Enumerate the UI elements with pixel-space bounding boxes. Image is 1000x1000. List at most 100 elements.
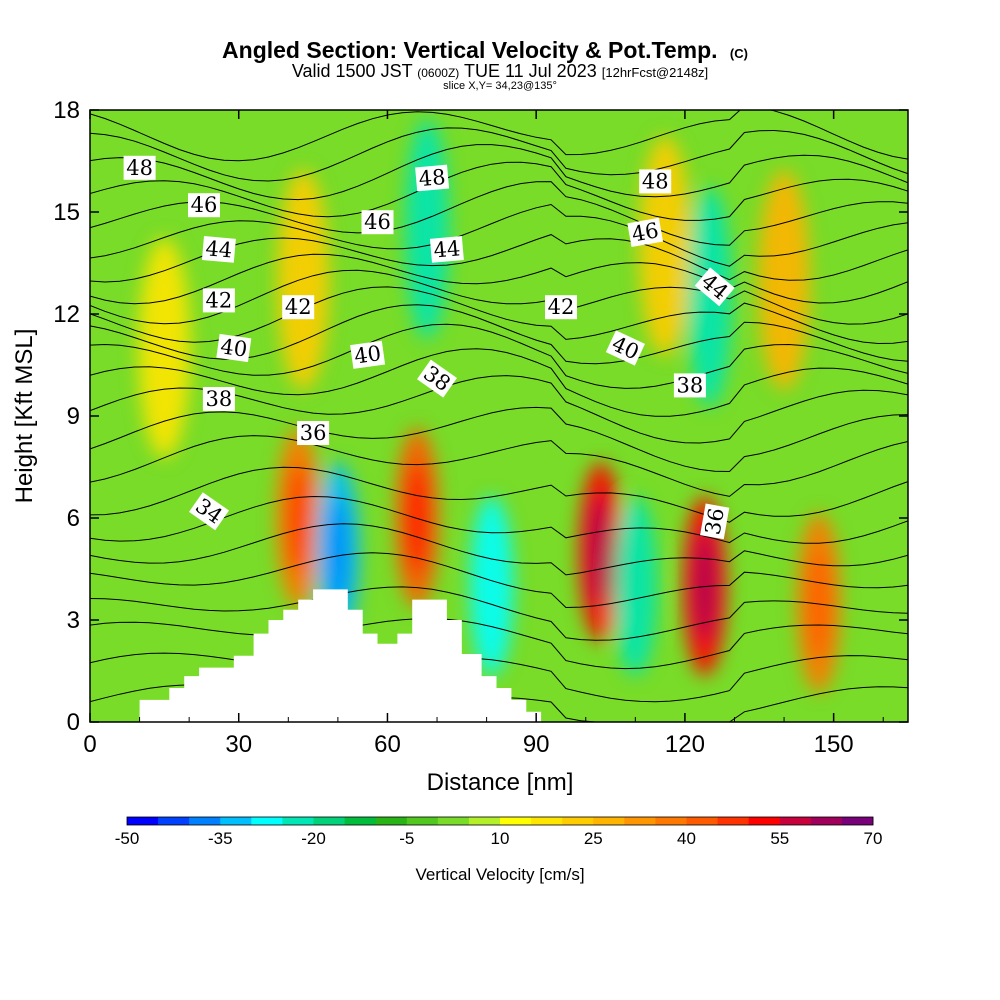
isentrope-label-bg [202,387,235,411]
colorbar-swatch [593,817,625,825]
isentrope-label-text: 36 [701,506,729,536]
colorbar-tick-label: 55 [770,829,789,848]
y-tick-label: 15 [53,199,80,226]
velocity-core-14 [808,548,829,658]
colorbar-swatch [500,817,532,825]
colorbar-swatch [468,817,501,825]
isentrope-label-text: 42 [206,288,233,312]
colorbar-tick-label: -35 [208,829,233,848]
isentrope-label-21: 36 [700,503,730,540]
svg-text:Angled Section: Vertical Veloc: Angled Section: Vertical Velocity & Pot.… [222,37,748,63]
y-tick-label: 0 [67,709,80,736]
isentrope-label-15: 42 [545,295,577,320]
x-tick-label: 150 [814,731,854,758]
isentrope-label-8: 42 [282,295,315,320]
isentrope-label-text: 42 [285,295,312,319]
colorbar-swatch [562,817,594,825]
velocity-cell-9 [613,496,658,676]
isentrope-label-bg [605,330,645,366]
colorbar-frame [126,816,874,826]
isentrope-line-19 [90,203,908,267]
isentrope-label-text: 36 [300,421,327,445]
colorbar-tick-label: -20 [301,829,326,848]
isentrope-label-bg [350,340,386,369]
isentrope-line-22 [90,144,908,201]
colorbar-swatch [251,817,283,825]
colorbar-tick-label: 70 [864,829,883,848]
colorbar-tick-label: 10 [491,829,510,848]
isentrope-label-text: 44 [433,236,462,262]
x-tick-label: 60 [374,731,401,758]
isentrope-line-10 [90,406,908,473]
isentrope-label-bg [429,236,464,263]
isentrope-line-4 [90,586,908,641]
isentrope-label-bg [639,169,672,194]
colorbar-swatch [158,817,190,825]
plot-area: 4846444240383442364640484438424048464438… [90,110,908,722]
x-tick-label: 0 [83,731,96,758]
isentrope-line-23 [90,127,908,182]
isentrope-label-bg [188,193,220,218]
colorbar-swatch [655,817,687,825]
isentrope-label-bg [673,373,706,398]
isentrope-label-bg [202,288,235,313]
subtitle-forecast: [12hrFcst@2148z] [602,65,708,80]
isentrope-label-text: 46 [191,193,218,217]
subtitle-date: TUE 11 Jul 2023 [464,61,597,81]
isentrope-label-bg [417,359,457,398]
isentrope-label-bg [297,421,330,445]
isentrope-label-bg [216,333,252,363]
isentrope-label-18: 46 [627,217,664,247]
colorbar-swatch [624,817,656,825]
isentrope-labels: 4846444240383442364640484438424048464438… [123,155,735,540]
colorbar-swatch [748,817,781,825]
colorbar-tick-label: -5 [399,829,414,848]
isentrope-label-bg [627,217,664,247]
isentrope-label-text: 46 [630,218,660,246]
vertical-velocity-field [138,119,841,693]
isentrope-line-8 [90,466,908,523]
colorbar-tick-label: -50 [115,829,140,848]
isentrope-line-17 [90,253,908,305]
velocity-core-8 [590,497,611,607]
isentrope-label-text: 40 [219,334,249,361]
colorbar: -50 -35 -20 -5 10 25 40 55 70 [115,816,883,848]
isentrope-label-bg [123,155,156,180]
colorbar-swatch [127,817,159,825]
isentrope-label-bg [361,210,394,235]
isentrope-line-2 [90,652,908,703]
isentrope-label-text: 42 [548,295,575,319]
isentrope-line-20 [90,181,908,246]
isentrope-line-7 [90,495,908,544]
isentrope-label-1: 48 [123,155,156,180]
isentrope-line-13 [90,323,908,389]
isentrope-line-12 [90,348,908,417]
terrain-profile [90,589,542,722]
isentrope-label-11: 40 [350,340,386,369]
subtitle-zulu: (0600Z) [417,66,459,80]
isentrope-label-bg [700,503,730,540]
velocity-core-2 [288,463,309,573]
isentrope-line-14 [90,304,908,365]
colorbar-swatch [220,817,252,825]
svg-text:Valid 1500 JST (0600Z): Valid 1500 JST (0600Z) TUE 11 Jul 2023 [… [292,61,708,81]
isentrope-line-9 [90,435,908,497]
isentrope-label-text: 48 [642,169,669,193]
isentrope-label-bg [415,164,450,192]
colorbar-swatch [437,817,470,825]
isentrope-label-bg [282,295,315,320]
isentrope-line-5 [90,552,908,609]
colorbar-swatch [375,817,408,825]
isentrope-line-3 [90,618,908,670]
velocity-cell-6 [405,119,450,339]
colorbar-label: Vertical Velocity [cm/s] [415,865,584,884]
isentrope-label-text: 48 [126,156,153,180]
colorbar-swatch [531,817,563,825]
colorbar-swatch [282,817,314,825]
x-axis-label: Distance [nm] [427,769,574,796]
isentrope-label-text: 48 [418,165,447,191]
isentrope-label-2: 46 [188,193,220,218]
y-axis-label: Height [Kft MSL] [11,329,38,504]
